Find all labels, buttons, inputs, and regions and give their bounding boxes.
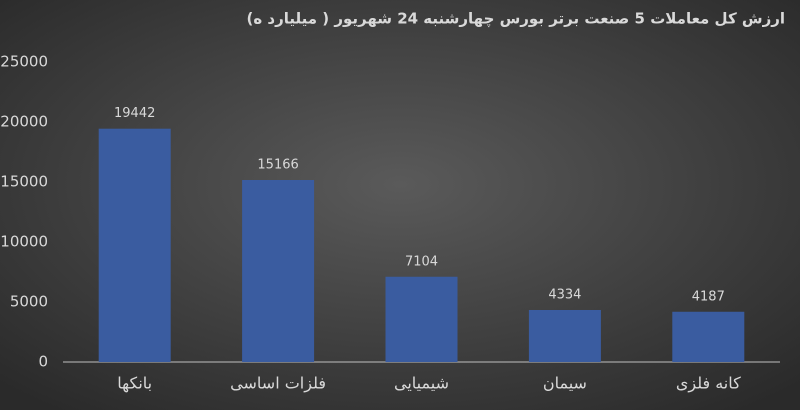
y-tick-label: 25000 bbox=[0, 53, 48, 71]
bar bbox=[385, 276, 458, 362]
y-tick-label: 5000 bbox=[10, 293, 48, 311]
bar bbox=[528, 309, 601, 362]
x-tick-label: بانکها bbox=[117, 374, 152, 394]
data-label: 4187 bbox=[692, 289, 725, 304]
chart-title: ارزش کل معاملات 5 صنعت برتر بورس چهارشنب… bbox=[246, 10, 785, 29]
y-tick-label: 20000 bbox=[0, 113, 48, 131]
data-label: 7104 bbox=[405, 254, 438, 269]
y-tick-label: 10000 bbox=[0, 233, 48, 251]
x-tick-label: کانه فلزی bbox=[676, 374, 741, 394]
x-tick-label: شیمیایی bbox=[394, 374, 449, 393]
bar bbox=[672, 311, 745, 362]
y-tick-label: 15000 bbox=[0, 173, 48, 191]
data-label: 19442 bbox=[114, 106, 155, 121]
data-label: 15166 bbox=[257, 158, 298, 173]
y-tick-label: 0 bbox=[38, 353, 48, 371]
x-tick-label: سیمان bbox=[543, 374, 587, 393]
x-tick-label: فلزات اساسی bbox=[230, 374, 326, 394]
data-label: 4334 bbox=[548, 287, 581, 302]
bar bbox=[242, 180, 315, 362]
bar bbox=[98, 128, 171, 362]
